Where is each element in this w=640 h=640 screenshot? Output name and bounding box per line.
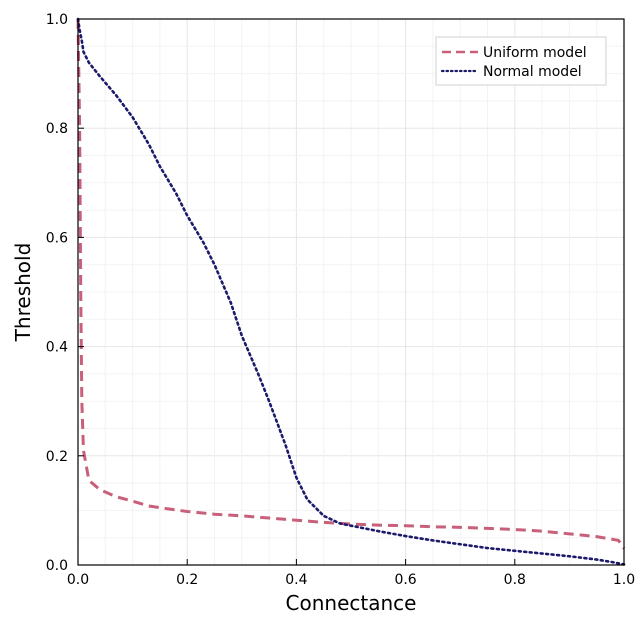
y-tick-label: 0.0 [46, 558, 68, 574]
x-tick-label: 0.4 [285, 572, 307, 588]
x-axis-label: Connectance [286, 591, 417, 615]
axis-ticks: 0.0 0.2 0.4 0.6 0.8 1.0 0.0 0.2 0.4 0.6 0.8 1.0 [46, 12, 635, 588]
legend-box [435, 36, 607, 86]
legend-entry-label: Normal model [483, 64, 582, 80]
y-tick-label: 0.2 [46, 449, 68, 465]
x-tick-label: 0.8 [504, 572, 526, 588]
series-line-normal-model [76, 17, 626, 566]
y-axis-label: Threshold [11, 243, 35, 343]
plot-frame [77, 18, 625, 566]
y-tick-label: 0.8 [46, 121, 68, 137]
legend-entry-label: Uniform model [483, 45, 587, 61]
x-tick-label: 0.6 [394, 572, 416, 588]
x-tick-label: 0.0 [67, 572, 89, 588]
y-tick-label: 0.6 [46, 230, 68, 246]
series-line-uniform-model [76, 18, 626, 550]
plot-lines [76, 17, 626, 566]
x-tick-label: 0.2 [176, 572, 198, 588]
grid-lines [77, 18, 625, 566]
y-tick-label: 1.0 [46, 12, 68, 28]
x-tick-label: 1.0 [613, 572, 635, 588]
y-tick-label: 0.4 [46, 340, 68, 356]
legend: Uniform model Normal model [435, 36, 607, 86]
